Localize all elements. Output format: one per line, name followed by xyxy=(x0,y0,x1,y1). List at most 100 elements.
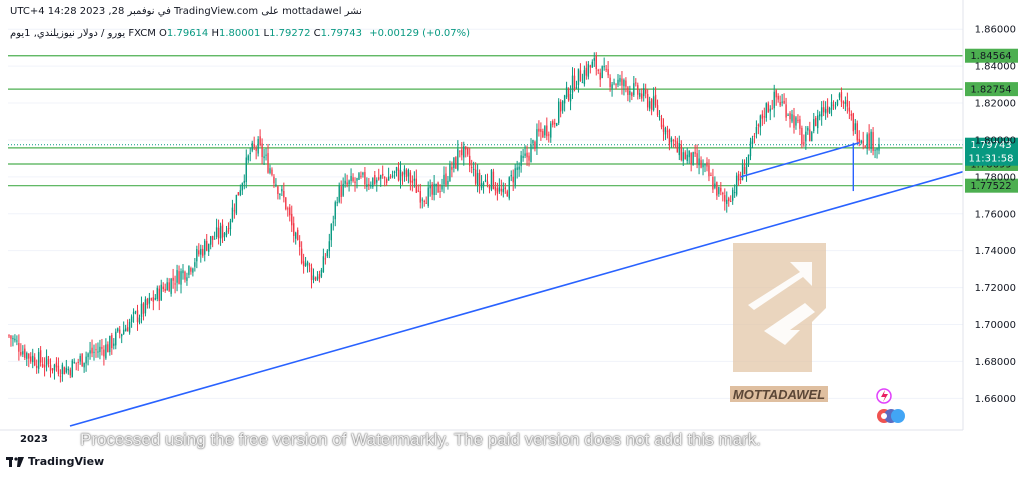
candle-body xyxy=(761,114,764,119)
candle-body xyxy=(45,356,48,366)
candle-body xyxy=(461,149,463,156)
candle-body xyxy=(176,270,178,283)
tradingview-brand[interactable]: TradingView xyxy=(6,455,104,468)
candle-body xyxy=(755,126,758,135)
candle-body xyxy=(310,267,313,281)
candle-body xyxy=(678,143,680,156)
candle-body xyxy=(682,152,684,162)
candle-body xyxy=(190,268,192,272)
candle-body xyxy=(344,180,346,184)
candle-body xyxy=(824,108,827,114)
candle-body xyxy=(26,352,28,359)
candle-body xyxy=(728,198,730,202)
candle-body xyxy=(160,284,162,301)
candle-body xyxy=(119,329,121,334)
candle-body xyxy=(174,283,176,285)
candle-body xyxy=(47,358,50,365)
candle-body xyxy=(126,327,129,332)
candle-body xyxy=(57,365,60,374)
candle-body xyxy=(747,154,750,164)
candle-body xyxy=(757,124,760,127)
candle-body xyxy=(37,352,40,369)
candle-body xyxy=(538,128,540,132)
candle-body xyxy=(811,132,813,142)
candle-body xyxy=(773,91,775,109)
candle-body xyxy=(383,177,386,179)
candle-body xyxy=(613,82,615,84)
candle-body xyxy=(247,155,249,161)
candle-body xyxy=(239,190,242,196)
candle-body xyxy=(676,141,679,153)
candle-body xyxy=(144,299,147,314)
candle-body xyxy=(520,155,522,167)
candle-body xyxy=(67,368,70,371)
candle-body xyxy=(130,316,133,323)
candle-body xyxy=(433,183,435,196)
candle-body xyxy=(346,182,348,185)
candles xyxy=(8,52,880,383)
candle-body xyxy=(18,343,20,352)
candle-body xyxy=(186,277,188,281)
candle-body xyxy=(350,175,352,182)
candle-body xyxy=(322,256,325,273)
candle-body xyxy=(854,123,856,130)
candle-body xyxy=(793,115,795,128)
candle-body xyxy=(395,167,398,171)
candle-body xyxy=(413,178,416,181)
publisher-line: نشر mottadawel على TradingView.com في نو… xyxy=(10,6,362,17)
candle-body xyxy=(498,187,501,192)
candle-body xyxy=(492,171,495,189)
candle-body xyxy=(320,269,323,277)
candle-body xyxy=(283,190,285,198)
candle-body xyxy=(469,155,471,166)
level-label-bg xyxy=(965,48,1018,63)
candle-body xyxy=(842,101,845,104)
candle-body xyxy=(14,338,16,341)
candle-body xyxy=(769,108,771,112)
candle-body xyxy=(872,132,874,151)
candle-body xyxy=(631,92,633,97)
candle-body xyxy=(512,176,514,183)
candle-body xyxy=(166,282,168,290)
candle-body xyxy=(140,303,143,317)
candle-body xyxy=(219,226,222,239)
candle-body xyxy=(429,186,431,189)
candle-body xyxy=(423,201,425,203)
candle-body xyxy=(848,107,851,112)
candle-body xyxy=(603,66,605,68)
candle-body xyxy=(658,115,661,118)
candle-body xyxy=(488,185,491,189)
candle-body xyxy=(182,270,184,274)
candle-body xyxy=(540,129,542,132)
candle-body xyxy=(637,85,639,95)
candle-body xyxy=(366,184,368,187)
candle-body xyxy=(273,176,275,184)
candle-body xyxy=(259,136,261,145)
candle-body xyxy=(12,337,14,340)
candle-body xyxy=(720,187,722,192)
candle-body xyxy=(534,141,536,149)
candle-body xyxy=(712,176,714,190)
candle-body xyxy=(660,117,663,128)
candle-body xyxy=(403,168,406,175)
candle-body xyxy=(269,168,271,174)
candle-body xyxy=(267,153,269,173)
candle-body xyxy=(826,106,829,113)
candle-body xyxy=(646,94,649,108)
candle-body xyxy=(822,107,825,113)
candle-body xyxy=(364,172,366,185)
candle-body xyxy=(318,274,321,279)
candle-body xyxy=(300,248,303,264)
candle-body xyxy=(249,152,251,155)
candle-body xyxy=(733,192,736,194)
candle-body xyxy=(486,181,489,185)
candle-body xyxy=(136,310,139,323)
candle-body xyxy=(775,90,777,98)
candle-body xyxy=(482,182,485,187)
ohlc-close-label: C xyxy=(313,28,321,39)
candle-body xyxy=(771,108,773,110)
candle-body xyxy=(387,176,390,181)
candle-body xyxy=(200,248,202,255)
candle-body xyxy=(550,123,552,138)
